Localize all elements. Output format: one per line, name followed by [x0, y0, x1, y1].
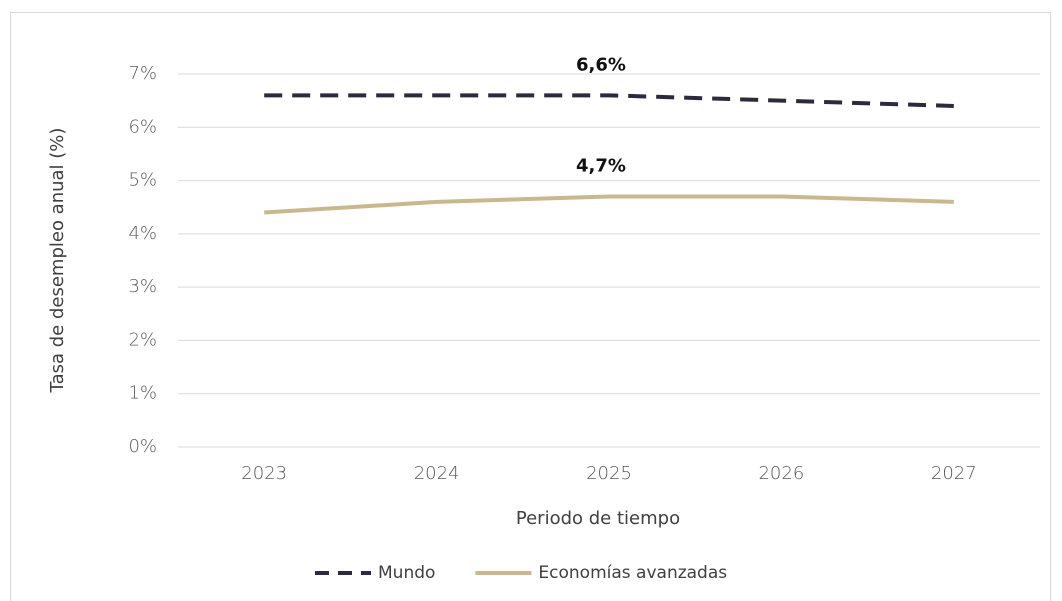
- y-tick-label: 1%: [128, 383, 157, 404]
- data-label: 4,7%: [576, 156, 626, 177]
- y-tick-label: 4%: [128, 223, 157, 244]
- y-tick-label: 0%: [128, 436, 157, 457]
- x-tick-label: 2026: [758, 463, 804, 484]
- y-tick-label: 2%: [128, 329, 157, 350]
- line: [264, 194, 954, 215]
- x-tick-label: 2025: [586, 463, 632, 484]
- line: [264, 93, 954, 108]
- x-axis-title: Periodo de tiempo: [516, 508, 680, 529]
- y-tick-label: 7%: [128, 63, 157, 84]
- x-tick-label: 2023: [241, 463, 287, 484]
- chart-border: [10, 12, 1051, 601]
- data-label: 6,6%: [576, 54, 626, 75]
- y-axis-title: Tasa de desempleo anual (%): [47, 128, 68, 394]
- x-tick-label: 2027: [931, 463, 977, 484]
- x-tick-label: 2024: [414, 463, 460, 484]
- legend-label: Economías avanzadas: [538, 563, 727, 583]
- legend-label: Mundo: [378, 563, 435, 583]
- y-tick-label: 6%: [128, 116, 157, 137]
- y-tick-label: 3%: [128, 276, 157, 297]
- y-tick-label: 5%: [128, 170, 157, 191]
